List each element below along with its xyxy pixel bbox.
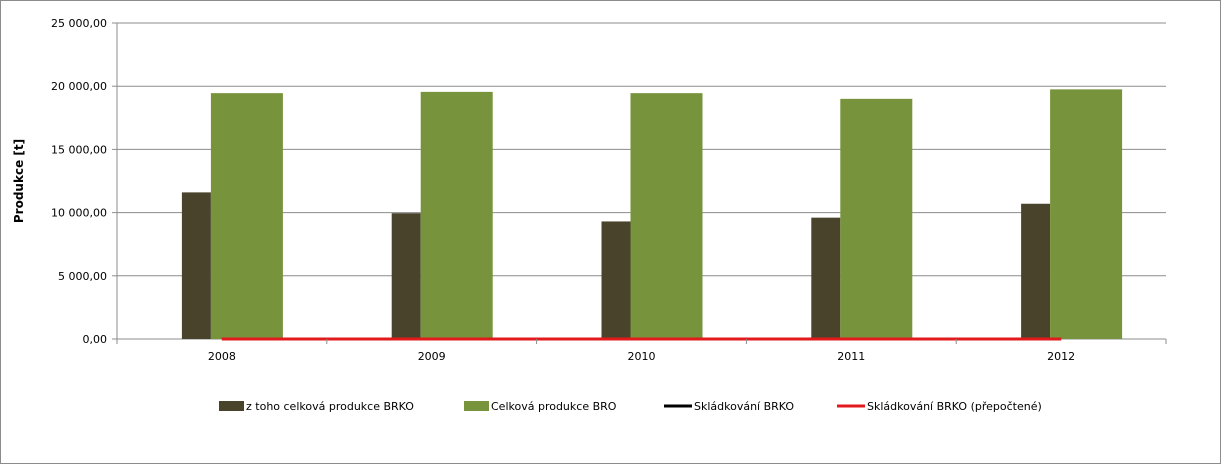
x-tick-label: 2010: [628, 350, 656, 363]
y-tick-label: 20 000,00: [51, 80, 107, 93]
bar: [1021, 203, 1051, 339]
bar: [840, 98, 913, 339]
y-tick-label: 5 000,00: [58, 270, 107, 283]
x-axis-ticks: 2008 2009 2010 2011 2012: [116, 339, 1167, 363]
x-tick-label: 2012: [1047, 350, 1075, 363]
legend-label: Skládkování BRKO (přepočtené): [867, 400, 1042, 413]
legend-label: Skládkování BRKO: [694, 400, 794, 413]
y-tick-label: 10 000,00: [51, 207, 107, 220]
bar: [210, 93, 283, 339]
y-axis-ticks: 0,00 5 000,00 10 000,00 15 000,00 20 000,00 2…: [51, 17, 117, 346]
x-tick-label: 2011: [837, 350, 865, 363]
bars: [181, 89, 1123, 339]
x-tick-label: 2008: [208, 350, 236, 363]
bar: [811, 217, 841, 339]
y-tick-label: 0,00: [83, 333, 108, 346]
bar: [391, 213, 421, 339]
bar: [601, 221, 631, 339]
y-axis-label: Produkce [t]: [12, 139, 26, 223]
bar: [181, 192, 211, 339]
y-tick-label: 25 000,00: [51, 17, 107, 30]
legend-label: Celková produkce BRO: [491, 400, 617, 413]
legend-label: z toho celková produkce BRKO: [246, 400, 414, 413]
legend-swatch: [464, 401, 489, 411]
legend-swatch: [219, 401, 244, 411]
bar: [420, 91, 493, 339]
bar: [1050, 89, 1123, 339]
legend: z toho celková produkce BRKO Celková prod…: [219, 400, 1042, 413]
y-tick-label: 15 000,00: [51, 143, 107, 156]
bar: [630, 93, 703, 339]
x-tick-label: 2009: [418, 350, 446, 363]
